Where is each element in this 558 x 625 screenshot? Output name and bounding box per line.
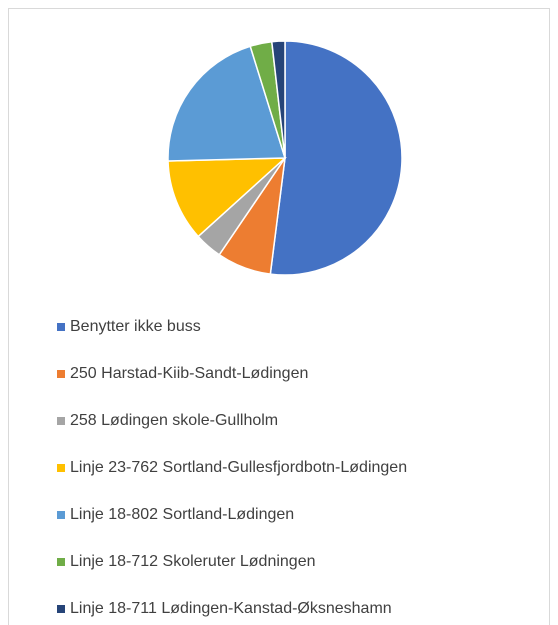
legend-swatch — [57, 370, 65, 378]
pie-slice — [270, 40, 286, 159]
legend-label: Linje 18-711 Lødingen-Kanstad-Øksneshamn — [70, 600, 392, 617]
legend-label: 250 Harstad-Kiib-Sandt-Lødingen — [70, 365, 308, 382]
pie-slice — [167, 45, 287, 162]
legend-swatch — [57, 511, 65, 519]
pie-slice — [269, 40, 403, 276]
legend-label: 258 Lødingen skole-Gullholm — [70, 412, 278, 429]
legend-swatch — [57, 417, 65, 425]
pie-slice — [167, 157, 288, 238]
legend-label: Linje 18-802 Sortland-Lødingen — [70, 506, 294, 523]
legend-swatch — [57, 558, 65, 566]
legend-swatch — [57, 323, 65, 331]
legend-label: Benytter ikke buss — [70, 318, 201, 335]
legend-swatch — [57, 605, 65, 613]
legend-label: Linje 23-762 Sortland-Gullesfjordbotn-Lø… — [70, 459, 407, 476]
legend-label: Linje 18-712 Skoleruter Lødningen — [70, 553, 316, 570]
legend-swatch — [57, 464, 65, 472]
